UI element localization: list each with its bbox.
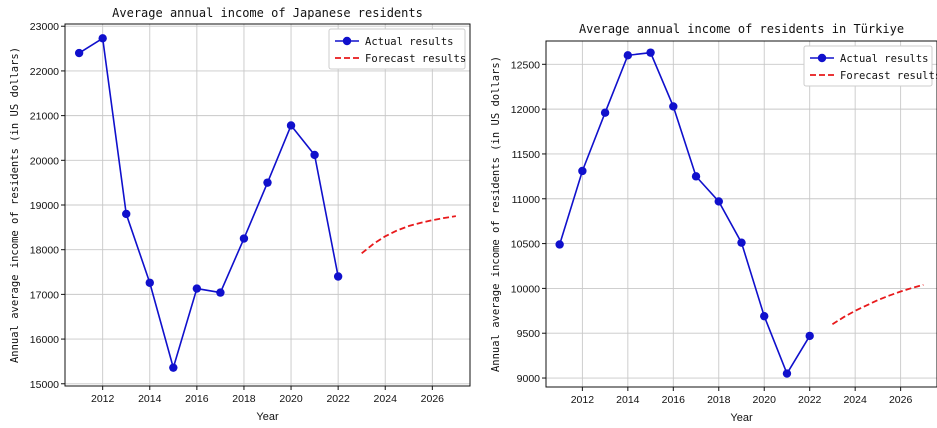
x-tick-label: 2012	[571, 394, 595, 406]
chart-title: Average annual income of Japanese reside…	[112, 6, 423, 20]
legend-label: Forecast results	[840, 70, 937, 82]
plot-frame	[545, 40, 937, 388]
legend-box	[803, 45, 933, 87]
data-point	[805, 331, 814, 341]
x-tick-label: 2024	[374, 393, 398, 405]
legend-swatch-marker	[342, 36, 352, 46]
y-tick-label: 21000	[30, 111, 59, 123]
legend-swatch-marker	[817, 53, 827, 63]
data-point	[286, 121, 296, 130]
y-tick-label: 16000	[30, 334, 59, 346]
data-point	[122, 209, 131, 219]
y-tick-label: 11000	[512, 194, 541, 206]
x-tick-label: 2018	[232, 393, 256, 405]
x-tick-label: 2020	[279, 393, 303, 405]
x-tick-label: 2026	[421, 393, 445, 405]
chart-panel-0: 2012 2014 2016 2018 2020 2022 2024 2026 15000 160…	[9, 6, 471, 423]
x-tick-label: 2022	[326, 393, 350, 405]
data-point	[691, 172, 701, 181]
data-point	[98, 34, 107, 43]
x-tick-label: 2016	[662, 394, 686, 406]
y-tick-label: 9000	[517, 373, 541, 385]
data-point	[145, 278, 154, 287]
legend-label: Forecast results	[365, 53, 466, 65]
x-tick-label: 2024	[843, 394, 867, 406]
x-tick-label: 2022	[798, 394, 822, 406]
data-point	[555, 240, 564, 249]
chart-panel-1: 2012 2014 2016 2018 2020 2022 2024 2026 9000 9500…	[490, 22, 937, 424]
data-point	[578, 166, 587, 176]
actual-line	[78, 36, 339, 371]
y-tick-label: 22000	[30, 66, 59, 78]
y-tick-label: 17000	[30, 289, 59, 301]
data-point	[623, 51, 633, 60]
y-tick-label: 12500	[511, 59, 540, 71]
y-tick-label: 15000	[30, 379, 59, 391]
y-tick-label: 10000	[511, 283, 540, 295]
data-point	[169, 363, 178, 372]
data-point	[192, 284, 202, 293]
plot-area	[555, 48, 924, 378]
y-tick-label: 11500	[512, 149, 541, 161]
forecast-line	[361, 215, 457, 254]
y-tick-label: 23000	[30, 21, 59, 33]
data-point	[714, 197, 723, 206]
data-point	[216, 288, 225, 297]
data-point	[333, 272, 343, 281]
data-point	[310, 150, 319, 160]
x-tick-label: 2012	[91, 393, 115, 405]
data-point	[782, 369, 792, 378]
x-tick-label: 2016	[185, 393, 209, 405]
y-axis-label: Annual average income of residents (in U…	[490, 56, 502, 372]
legend-box	[328, 28, 466, 70]
y-axis-label: Annual average income of residents (in U…	[9, 47, 21, 363]
y-tick-label: 18000	[30, 245, 59, 257]
x-axis-label: Year	[256, 411, 279, 423]
y-tick-label: 10500	[511, 239, 540, 251]
data-point	[74, 48, 84, 58]
data-point	[239, 234, 249, 243]
data-point	[669, 102, 678, 111]
legend-label: Actual results	[840, 53, 929, 65]
y-tick-label: 9500	[517, 328, 541, 340]
x-tick-label: 2018	[707, 394, 731, 406]
x-axis-label: Year	[730, 412, 753, 424]
x-tick-label: 2014	[138, 393, 162, 405]
x-tick-label: 2014	[616, 394, 640, 406]
chart-title: Average annual income of residents in Tü…	[579, 22, 904, 36]
data-point	[737, 238, 746, 247]
data-point	[263, 178, 272, 187]
plot-area	[74, 34, 457, 372]
actual-line	[558, 51, 811, 376]
y-tick-label: 20000	[30, 155, 59, 167]
data-point	[760, 311, 769, 321]
y-tick-label: 19000	[30, 200, 59, 212]
x-tick-label: 2026	[889, 394, 913, 406]
data-point	[600, 108, 610, 117]
x-tick-label: 2020	[753, 394, 777, 406]
legend-label: Actual results	[365, 36, 454, 48]
forecast-line	[831, 283, 924, 326]
data-point	[646, 48, 655, 57]
y-tick-label: 12000	[511, 104, 540, 116]
